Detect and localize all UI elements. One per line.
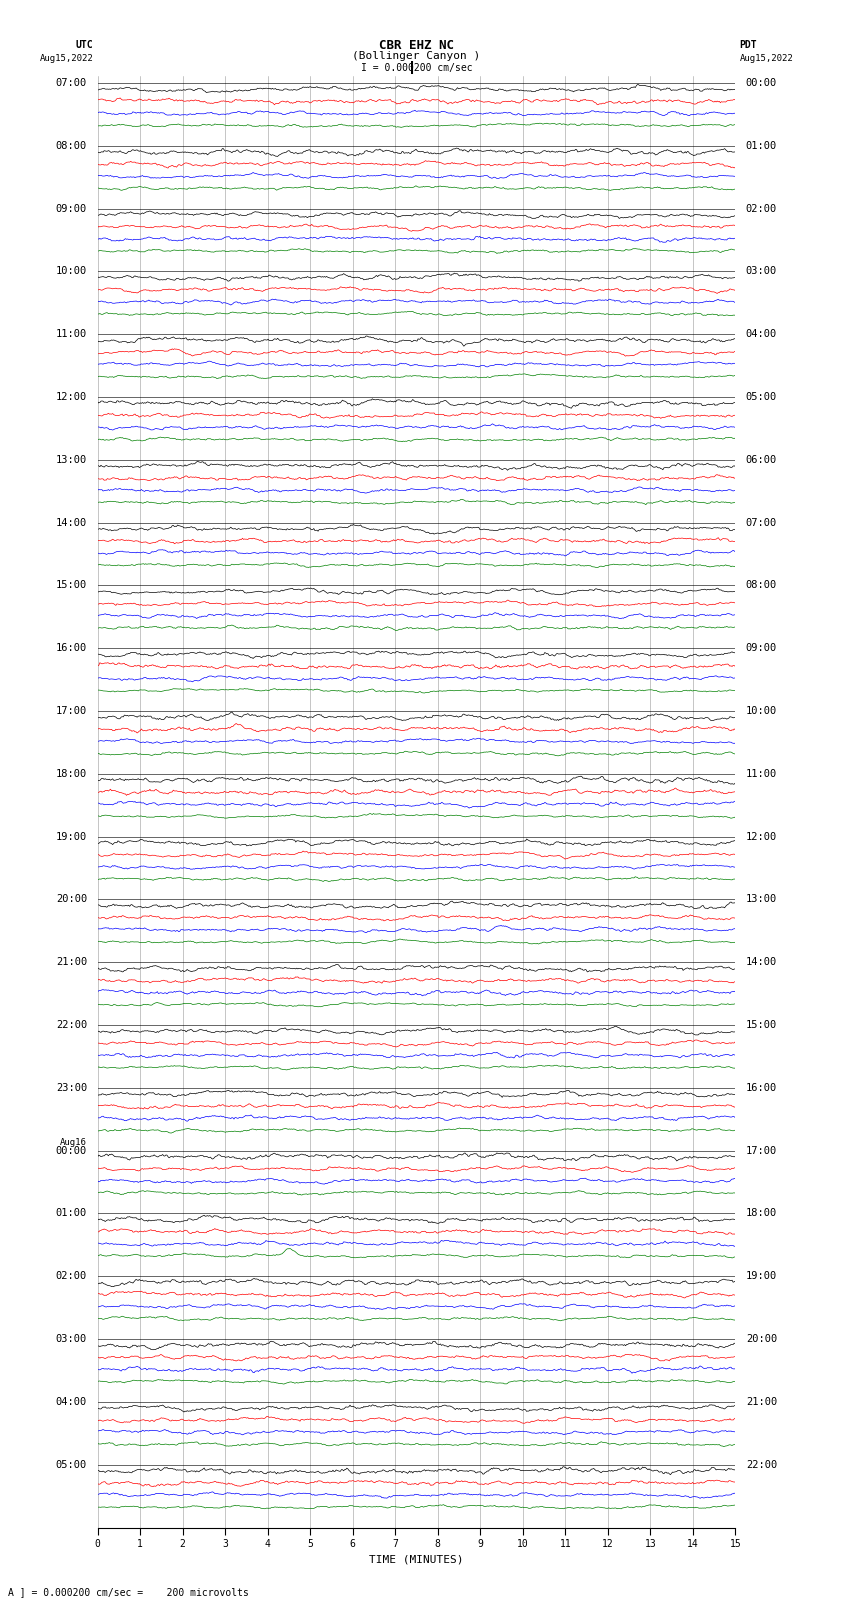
Text: 18:00: 18:00 — [56, 769, 87, 779]
Text: 01:00: 01:00 — [56, 1208, 87, 1218]
Text: 09:00: 09:00 — [56, 203, 87, 213]
Text: 19:00: 19:00 — [746, 1271, 777, 1281]
Text: 19:00: 19:00 — [56, 832, 87, 842]
Text: 04:00: 04:00 — [746, 329, 777, 339]
Text: 20:00: 20:00 — [746, 1334, 777, 1344]
Text: 05:00: 05:00 — [56, 1460, 87, 1469]
Text: 13:00: 13:00 — [56, 455, 87, 465]
Text: Aug16: Aug16 — [60, 1139, 87, 1147]
Text: 22:00: 22:00 — [746, 1460, 777, 1469]
Text: I = 0.000200 cm/sec: I = 0.000200 cm/sec — [360, 63, 473, 73]
Text: UTC: UTC — [76, 40, 94, 50]
Text: 10:00: 10:00 — [56, 266, 87, 276]
Text: 12:00: 12:00 — [746, 832, 777, 842]
Text: 14:00: 14:00 — [746, 957, 777, 968]
Text: 15:00: 15:00 — [56, 581, 87, 590]
Text: 09:00: 09:00 — [746, 644, 777, 653]
Text: 00:00: 00:00 — [56, 1145, 87, 1155]
Text: 02:00: 02:00 — [746, 203, 777, 213]
Text: 11:00: 11:00 — [746, 769, 777, 779]
Text: 20:00: 20:00 — [56, 895, 87, 905]
Text: 12:00: 12:00 — [56, 392, 87, 402]
Text: 13:00: 13:00 — [746, 895, 777, 905]
Text: 16:00: 16:00 — [746, 1082, 777, 1094]
Text: 17:00: 17:00 — [56, 706, 87, 716]
Text: 07:00: 07:00 — [746, 518, 777, 527]
Text: 06:00: 06:00 — [746, 455, 777, 465]
Text: Aug15,2022: Aug15,2022 — [40, 53, 94, 63]
Text: 03:00: 03:00 — [746, 266, 777, 276]
Text: 10:00: 10:00 — [746, 706, 777, 716]
Text: (Bollinger Canyon ): (Bollinger Canyon ) — [353, 52, 480, 61]
Text: 18:00: 18:00 — [746, 1208, 777, 1218]
Text: Aug15,2022: Aug15,2022 — [740, 53, 793, 63]
Text: 22:00: 22:00 — [56, 1019, 87, 1031]
Text: 05:00: 05:00 — [746, 392, 777, 402]
Text: 11:00: 11:00 — [56, 329, 87, 339]
Text: 21:00: 21:00 — [56, 957, 87, 968]
Text: 01:00: 01:00 — [746, 140, 777, 152]
Text: 04:00: 04:00 — [56, 1397, 87, 1407]
Text: 17:00: 17:00 — [746, 1145, 777, 1155]
Text: 00:00: 00:00 — [746, 77, 777, 89]
Text: 15:00: 15:00 — [746, 1019, 777, 1031]
Text: 03:00: 03:00 — [56, 1334, 87, 1344]
Text: 23:00: 23:00 — [56, 1082, 87, 1094]
X-axis label: TIME (MINUTES): TIME (MINUTES) — [369, 1555, 464, 1565]
Text: 02:00: 02:00 — [56, 1271, 87, 1281]
Text: 07:00: 07:00 — [56, 77, 87, 89]
Text: A ] = 0.000200 cm/sec =    200 microvolts: A ] = 0.000200 cm/sec = 200 microvolts — [8, 1587, 249, 1597]
Text: 16:00: 16:00 — [56, 644, 87, 653]
Text: 08:00: 08:00 — [746, 581, 777, 590]
Text: 08:00: 08:00 — [56, 140, 87, 152]
Text: 21:00: 21:00 — [746, 1397, 777, 1407]
Text: CBR EHZ NC: CBR EHZ NC — [379, 39, 454, 52]
Text: 14:00: 14:00 — [56, 518, 87, 527]
Text: PDT: PDT — [740, 40, 757, 50]
